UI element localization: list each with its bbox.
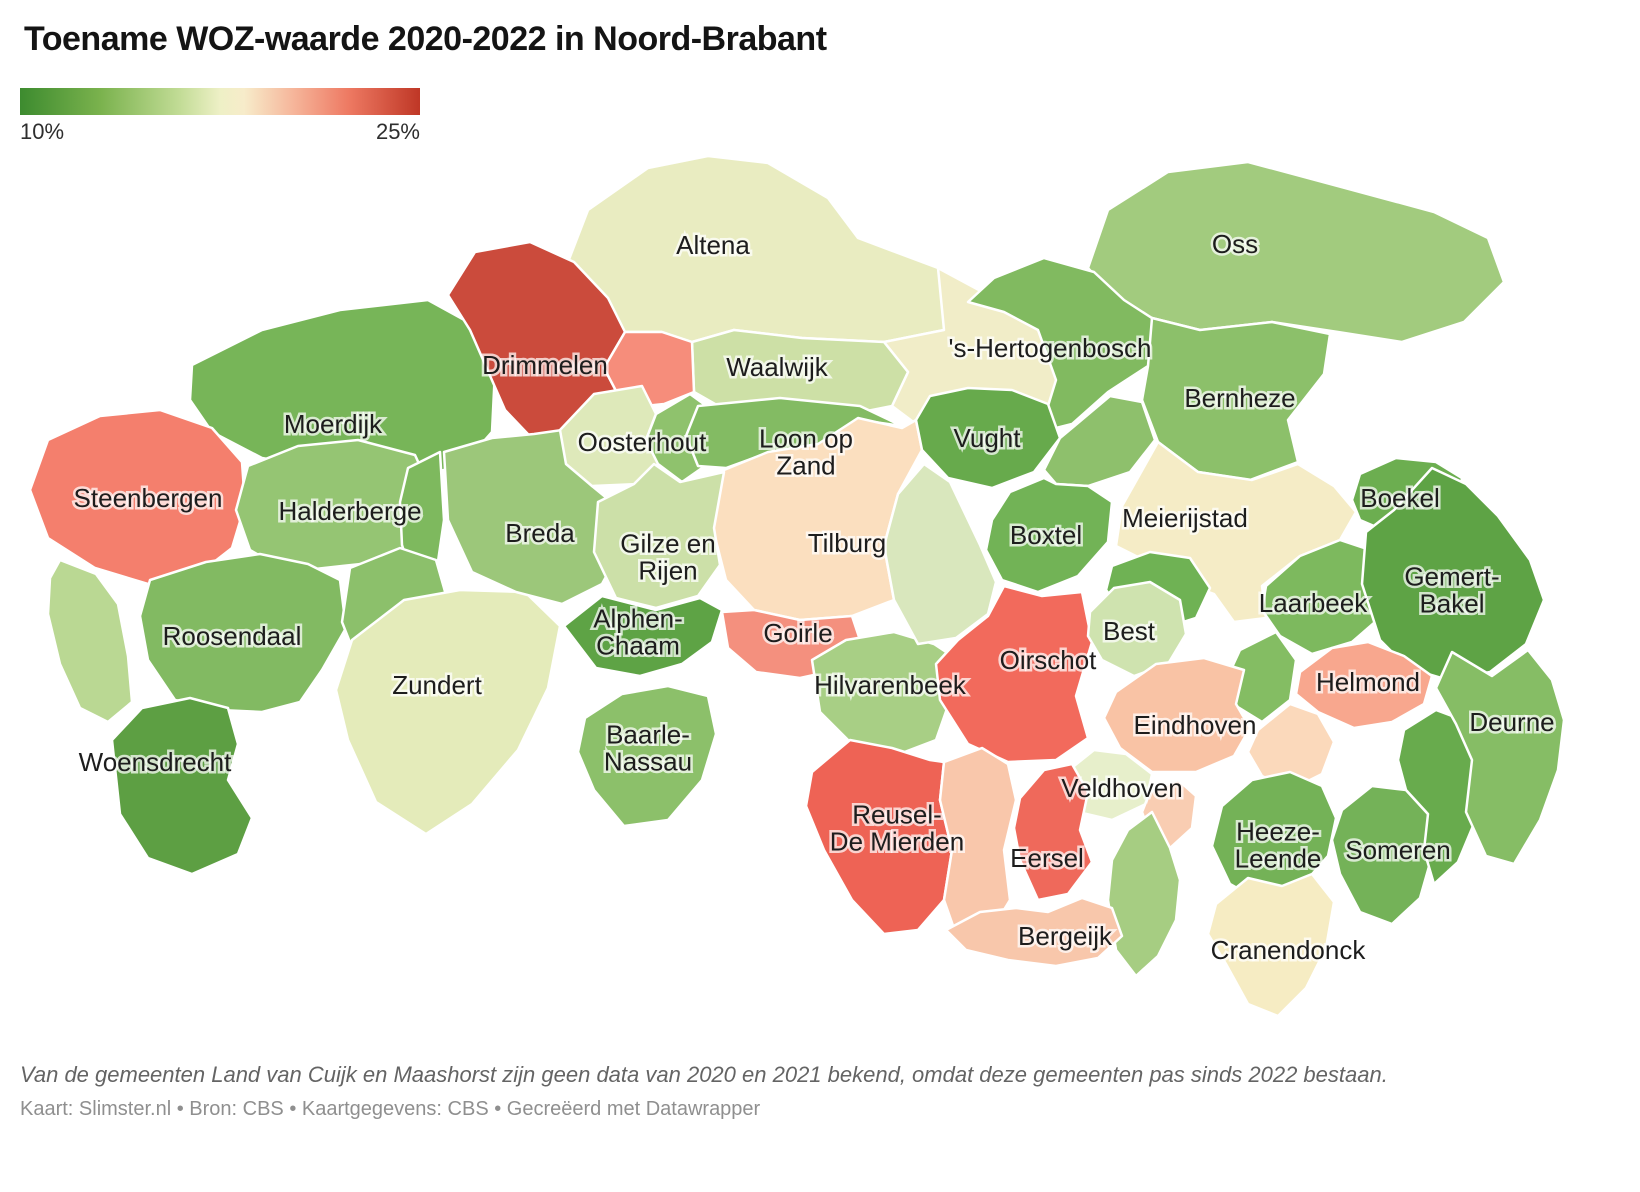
region-someren[interactable]: [1330, 784, 1434, 926]
region-gilze-en-rijen[interactable]: [592, 462, 726, 610]
region-best[interactable]: [1086, 580, 1188, 678]
region-deurne[interactable]: [1434, 648, 1566, 866]
region-oss[interactable]: [1086, 160, 1506, 344]
legend-min-label: 10%: [20, 119, 65, 144]
region-oisterwijk[interactable]: [882, 462, 998, 646]
legend-gradient-bar: [20, 88, 420, 115]
page-title: Toename WOZ-waarde 2020-2022 in Noord-Br…: [24, 20, 827, 58]
region-cranendonck[interactable]: [1206, 872, 1336, 1018]
region-s-hertogenbosch[interactable]: [966, 256, 1160, 434]
region-altena[interactable]: [566, 154, 992, 344]
region-woensdrecht[interactable]: [110, 696, 254, 876]
region-zundert[interactable]: [334, 588, 562, 836]
legend-max-label: 25%: [375, 119, 420, 144]
region-valkenswaard[interactable]: [1106, 810, 1182, 978]
legend-labels: 10% 25%: [20, 119, 420, 145]
region-helmond[interactable]: [1294, 640, 1434, 730]
footnote: Van de gemeenten Land van Cuijk en Maash…: [20, 1062, 1388, 1087]
region-bergen-op-zoom[interactable]: [46, 558, 134, 724]
region-gemert-bakel[interactable]: [1360, 466, 1546, 682]
region-hilvarenbeek[interactable]: [810, 630, 960, 758]
region-steenbergen[interactable]: [28, 408, 247, 586]
region-boxtel[interactable]: [984, 476, 1114, 594]
region-alphen-chaam[interactable]: [562, 594, 724, 678]
region-reusel-de-mierden[interactable]: [804, 738, 954, 936]
region-geldrop-mierlo[interactable]: [1246, 702, 1336, 792]
region-oirschot[interactable]: [934, 584, 1094, 764]
credits-line: Kaart: Slimster.nl • Bron: CBS • Kaartge…: [20, 1098, 761, 1120]
region-heeze-leende[interactable]: [1210, 770, 1338, 904]
region-bergeijk[interactable]: [944, 896, 1124, 968]
region-eindhoven[interactable]: [1102, 656, 1252, 774]
region-eersel[interactable]: [1012, 762, 1094, 902]
color-legend: 10% 25%: [20, 88, 420, 145]
map-regions: [28, 154, 1566, 1018]
region-bernheze[interactable]: [1140, 316, 1332, 482]
region-roosendaal[interactable]: [138, 552, 348, 714]
region-baarle-nassau[interactable]: [576, 684, 718, 828]
